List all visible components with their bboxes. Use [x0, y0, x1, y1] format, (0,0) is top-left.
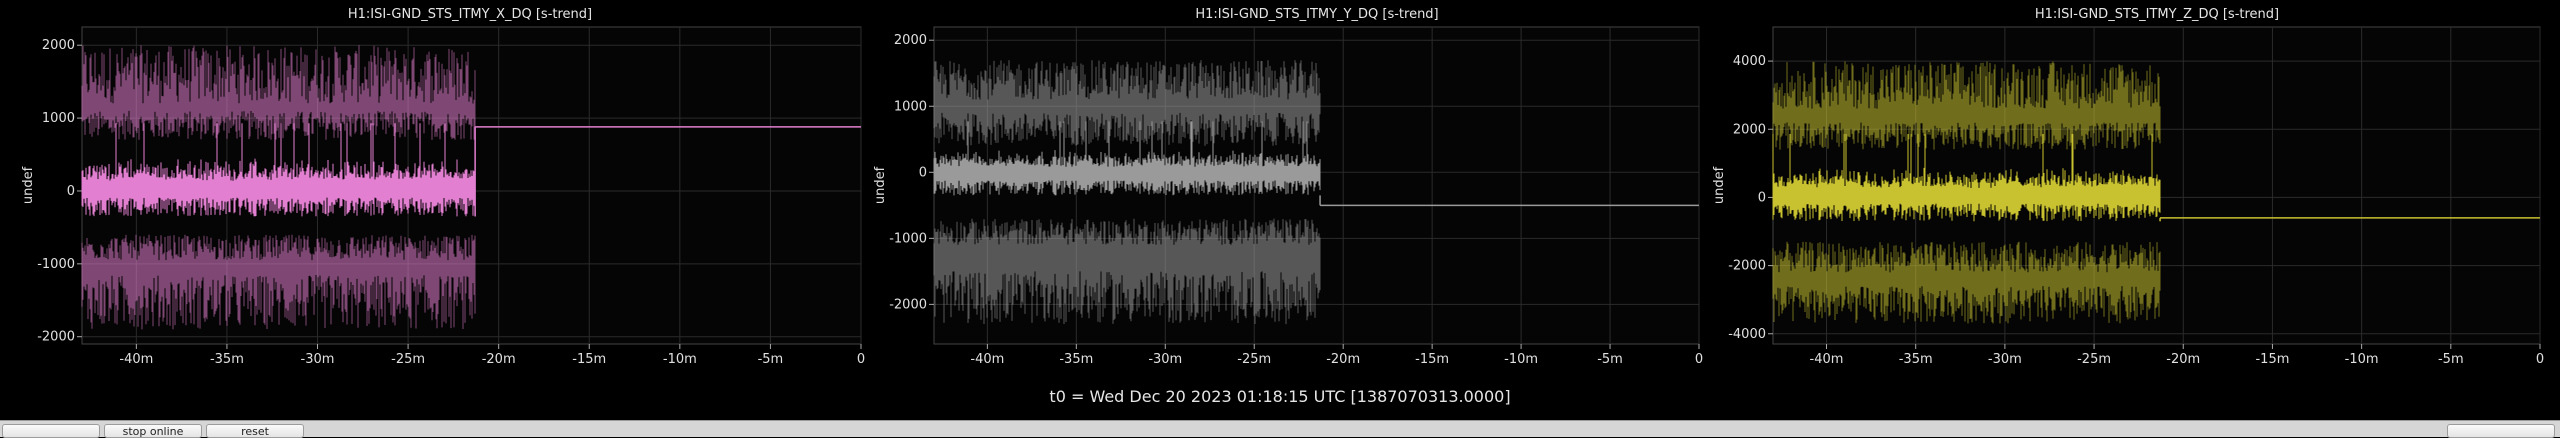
x-tick-label: -30m [1148, 352, 1182, 367]
x-tick-label: -10m [2345, 352, 2379, 367]
series-min [933, 218, 1321, 325]
series-mean [933, 121, 1321, 196]
y-tick-label: -1000 [37, 257, 75, 272]
y-axis-label: undef [873, 166, 888, 204]
y-tick-label: 1000 [42, 111, 75, 126]
series-mean [1772, 134, 2161, 222]
x-tick-label: -25m [391, 352, 425, 367]
y-tick-label: 2000 [42, 38, 75, 53]
x-tick-label: -30m [301, 352, 335, 367]
x-tick-label: -40m [119, 352, 153, 367]
y-tick-label: 2000 [1733, 122, 1766, 137]
series-mean [81, 123, 476, 217]
x-tick-label: -35m [1899, 352, 1933, 367]
y-tick-label: 0 [919, 165, 927, 180]
x-tick-label: -20m [1326, 352, 1360, 367]
y-tick-label: 0 [67, 184, 75, 199]
x-tick-label: -10m [1504, 352, 1538, 367]
x-tick-label: -5m [1597, 352, 1623, 367]
plot-3: -40m -35m -30m -25m -20m -15m -10m -5m 0 -4000 -20… [1712, 7, 2544, 367]
x-tick-label: -30m [1988, 352, 2022, 367]
plot-title: H1:ISI-GND_STS_ITMY_Y_DQ [s-trend] [1195, 7, 1438, 22]
t0-label: t0 = Wed Dec 20 2023 01:18:15 UTC [13870… [1049, 387, 1511, 406]
y-tick-label: -2000 [1728, 259, 1766, 274]
y-tick-label: -2000 [889, 297, 927, 312]
x-tick-label: -15m [2255, 352, 2289, 367]
x-tick-label: -15m [572, 352, 606, 367]
x-tick-label: -40m [1810, 352, 1844, 367]
x-tick-label: -15m [1415, 352, 1449, 367]
plot-2: -40m -35m -30m -25m -20m -15m -10m -5m 0 -2000 -10… [873, 7, 1703, 367]
x-tick-label: 0 [2536, 352, 2544, 367]
x-tick-label: 0 [1695, 352, 1703, 367]
y-axis-label: undef [21, 166, 36, 204]
x-tick-label: 0 [857, 352, 865, 367]
plot-title: H1:ISI-GND_STS_ITMY_Z_DQ [s-trend] [2035, 7, 2279, 22]
x-tick-label: -5m [758, 352, 784, 367]
y-tick-label: -2000 [37, 330, 75, 345]
stop-online-button[interactable]: stop online [104, 424, 202, 438]
y-tick-label: 2000 [894, 33, 927, 48]
plot-1: -40m -35m -30m -25m -20m -15m -10m -5m 0 -2000 -10… [21, 7, 865, 367]
x-tick-label: -20m [2166, 352, 2200, 367]
plot-title: H1:ISI-GND_STS_ITMY_X_DQ [s-trend] [348, 7, 592, 22]
y-tick-label: 4000 [1733, 54, 1766, 69]
series-min [1772, 241, 2161, 324]
trend-plots-svg: -40m -35m -30m -25m -20m -15m -10m -5m 0 -2000 -10… [21, 7, 2544, 367]
x-tick-label: -40m [970, 352, 1004, 367]
y-tick-label: 1000 [894, 99, 927, 114]
series-max [933, 60, 1321, 146]
x-tick-label: -20m [482, 352, 516, 367]
x-tick-label: -5m [2438, 352, 2464, 367]
x-tick-label: -25m [2077, 352, 2111, 367]
x-tick-label: -10m [663, 352, 697, 367]
x-tick-label: -25m [1237, 352, 1271, 367]
y-tick-label: 0 [1758, 190, 1766, 205]
x-tick-label: -35m [210, 352, 244, 367]
button-bar: stop online reset [0, 420, 2560, 438]
series-max [81, 45, 476, 140]
y-axis-label: undef [1712, 166, 1727, 204]
series-max [1772, 61, 2161, 150]
y-tick-label: -4000 [1728, 327, 1766, 342]
x-tick-label: -35m [1059, 352, 1093, 367]
series-min [81, 234, 476, 330]
y-tick-label: -1000 [889, 231, 927, 246]
plot-area: -40m -35m -30m -25m -20m -15m -10m -5m 0 -2000 -10… [21, 7, 2544, 367]
